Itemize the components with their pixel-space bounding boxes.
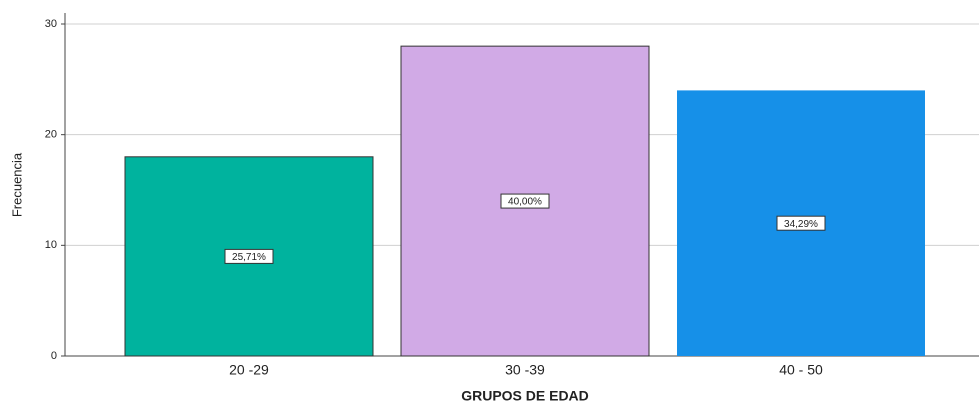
y-tick-label: 0 [51,350,57,362]
x-axis-title: GRUPOS DE EDAD [461,388,589,404]
x-tick-label: 40 - 50 [779,362,823,378]
x-tick-label: 20 -29 [229,362,269,378]
y-axis-title: Frecuencia [9,152,24,217]
y-tick-label: 10 [45,239,57,251]
data-label-box [224,248,274,264]
data-label: 40,00% [508,197,542,208]
x-tick-label: 30 -39 [505,362,545,378]
data-label: 34,29% [784,219,818,230]
y-tick-label: 30 [45,18,57,30]
data-label-box [776,215,826,231]
data-label: 25,71% [232,252,266,263]
y-tick-label: 20 [45,129,57,141]
data-label-box [500,193,550,209]
